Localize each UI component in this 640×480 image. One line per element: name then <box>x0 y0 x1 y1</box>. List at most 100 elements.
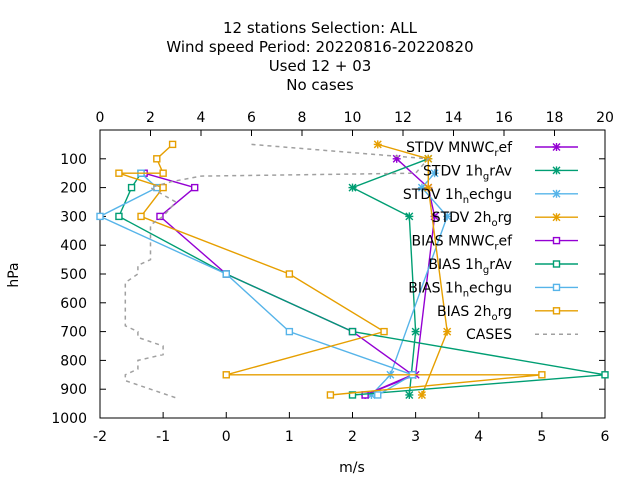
legend-entry: BIAS MNWCref <box>412 234 578 253</box>
x-tick-label: -2 <box>93 429 107 445</box>
legend-entry: CASES <box>466 327 578 343</box>
legend-label: BIAS MNWCref <box>412 234 514 253</box>
data-point <box>417 183 426 192</box>
x-tick-label: 5 <box>537 429 546 445</box>
legend-label: STDV MNWCref <box>406 140 513 159</box>
data-point <box>538 371 546 379</box>
y-tick-label: 700 <box>60 325 87 341</box>
legend-entry: BIAS 1hgrAv <box>428 257 578 276</box>
axes: -2 -1 0 1 2 3 4 5 60 2 4 6 8 10 12 14 16 18 20100200300400… <box>51 110 614 445</box>
title-line-3: Used 12 + 03 <box>269 57 372 75</box>
series-line <box>98 172 415 396</box>
data-point <box>115 212 123 221</box>
y-tick-label: 100 <box>60 152 87 168</box>
legend-label-part: ef <box>498 140 513 156</box>
data-point <box>373 140 382 149</box>
series-4 <box>140 169 417 399</box>
legend-label-part: rAv <box>489 163 512 179</box>
data-point <box>285 270 294 278</box>
y-tick-label: 600 <box>60 296 87 312</box>
legend-label: STDV 1hnechgu <box>403 187 512 206</box>
data-point <box>190 183 199 192</box>
legend-marker <box>552 283 561 292</box>
x-tick-label: 3 <box>411 429 420 445</box>
data-point <box>417 390 426 399</box>
legend-label-part: g <box>483 265 489 276</box>
series-8 <box>124 143 430 399</box>
data-point <box>348 327 357 336</box>
series-line <box>117 172 606 396</box>
y-tick-label: 900 <box>60 382 87 398</box>
legend-label-part: r <box>494 148 499 159</box>
data-point <box>115 169 123 177</box>
x2-tick-label: 10 <box>344 110 362 126</box>
legend-label-part: o <box>491 312 497 323</box>
data-point <box>159 169 167 177</box>
legend-label-part: n <box>463 288 469 299</box>
data-point <box>222 371 230 379</box>
legend-entry: STDV 1hnechgu <box>403 187 578 206</box>
data-point <box>348 183 357 192</box>
series-line <box>124 143 430 399</box>
legend-label: CASES <box>466 327 512 343</box>
y-tick-label: 300 <box>60 209 87 225</box>
y-tick-label: 500 <box>60 267 87 283</box>
legend-label-part: o <box>491 218 497 229</box>
x2-tick-label: 8 <box>298 110 307 126</box>
legend-label: BIAS 2horg <box>437 304 512 323</box>
y-axis-label: hPa <box>6 262 22 287</box>
series-5 <box>115 169 609 399</box>
data-point <box>285 327 294 336</box>
data-point <box>443 212 452 221</box>
legend-marker <box>552 213 561 222</box>
x-tick-label: 0 <box>222 429 231 445</box>
y-tick-label: 1000 <box>51 411 87 427</box>
legend-marker <box>552 307 561 315</box>
x2-tick-label: 12 <box>394 110 412 126</box>
legend-label-part: STDV 2h <box>432 210 492 226</box>
data-point <box>168 140 177 149</box>
legend-label-part: rg <box>498 304 512 320</box>
legend-marker <box>552 260 561 268</box>
title-line-2: Wind speed Period: 20220816-20220820 <box>166 38 473 56</box>
data-point <box>222 270 230 278</box>
legend-label-part: n <box>463 195 469 206</box>
x2-tick-label: 0 <box>96 110 105 126</box>
data-point <box>443 327 452 336</box>
legend-label-part: echgu <box>469 187 512 203</box>
legend-label-part: r <box>494 242 499 253</box>
x-axis-label: m/s <box>339 460 365 476</box>
legend-label-part: g <box>483 171 489 182</box>
data-point <box>348 391 357 399</box>
legend-label: STDV 2horg <box>432 210 512 229</box>
legend-entry: STDV MNWCref <box>406 140 578 159</box>
series-6 <box>96 169 417 399</box>
x-tick-label: 6 <box>601 429 610 445</box>
x-tick-label: 2 <box>348 429 357 445</box>
legend-entry: STDV 2horg <box>432 210 578 229</box>
data-point <box>127 183 136 192</box>
data-point <box>405 390 414 399</box>
legend-label: BIAS 1hgrAv <box>428 257 512 276</box>
x-tick-label: 1 <box>285 429 294 445</box>
data-point <box>159 183 167 192</box>
data-point <box>411 327 420 336</box>
data-point <box>430 169 439 178</box>
x2-tick-label: 16 <box>495 110 513 126</box>
y-tick-label: 800 <box>60 353 87 369</box>
legend-label-part: BIAS 1h <box>408 280 462 296</box>
legend-entry: BIAS 1hnechgu <box>408 280 578 299</box>
series-line <box>144 172 414 396</box>
data-point <box>153 155 161 163</box>
x2-tick-label: 20 <box>596 110 614 126</box>
data-point <box>405 212 414 221</box>
data-point <box>96 212 104 221</box>
legend-label-part: STDV 1h <box>423 163 483 179</box>
x2-tick-label: 2 <box>146 110 155 126</box>
title-line-4: No cases <box>286 76 354 94</box>
plot-area <box>96 140 609 399</box>
title-line-1: 12 stations Selection: ALL <box>223 19 418 37</box>
data-point <box>601 371 609 379</box>
